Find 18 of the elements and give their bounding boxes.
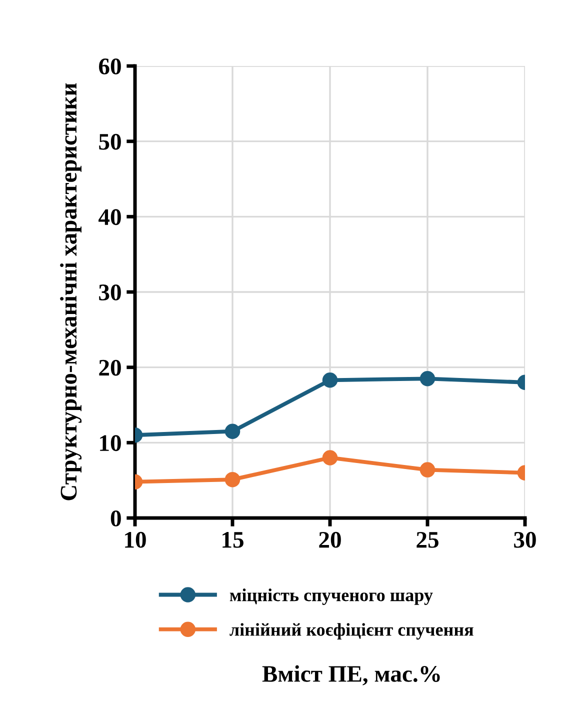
y-tick-label: 20 [99,360,121,376]
x-tick-label: 20 [319,532,341,548]
x-axis-title: Вміст ПЕ, мас.% [262,665,440,686]
x-tick-label: 25 [416,532,438,548]
x-tick-label: 10 [125,532,146,548]
y-tick-label: 40 [98,209,121,226]
point [322,372,338,388]
y-tick-label: 0 [110,510,121,526]
y-tick-label: 30 [99,284,121,300]
point [322,450,338,466]
legend-label: лінійний коєфіцієнт спучення [230,623,474,640]
y-axis-title: Структурно-механічні характеристики [60,83,82,500]
legend-label: міцність спученого шару [230,588,433,605]
y-tick-label: 10 [100,435,121,452]
x-tick-label: 15 [222,532,244,548]
x-tick-label: 30 [514,532,536,548]
y-tick-label: 50 [99,134,121,150]
y-tick-label: 60 [99,58,121,74]
